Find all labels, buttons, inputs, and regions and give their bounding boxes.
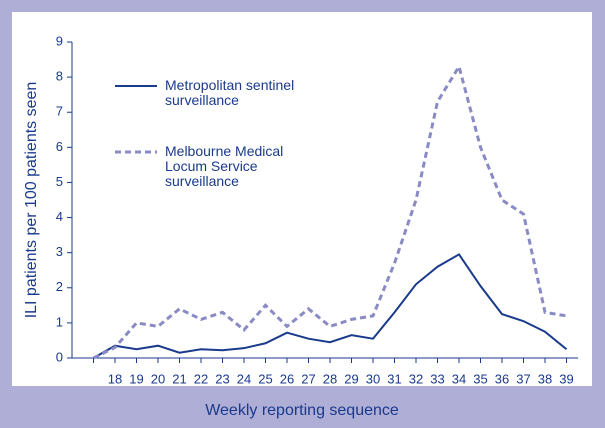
series-line bbox=[93, 253, 568, 359]
x-tick-label: 18 bbox=[108, 371, 122, 386]
x-axis-label: Weekly reporting sequence bbox=[205, 402, 399, 419]
plot-panel bbox=[12, 12, 592, 386]
x-tick-label: 22 bbox=[194, 371, 208, 386]
x-tick-label: 23 bbox=[215, 371, 229, 386]
x-tick-label: 35 bbox=[473, 371, 487, 386]
x-tick-label: 27 bbox=[301, 371, 315, 386]
x-tick-label: 26 bbox=[280, 371, 294, 386]
x-tick-label: 24 bbox=[237, 371, 251, 386]
y-tick-label: 3 bbox=[56, 244, 63, 259]
y-tick-label: 6 bbox=[56, 139, 63, 154]
x-tick-label: 34 bbox=[452, 371, 466, 386]
y-tick-label: 7 bbox=[56, 104, 63, 119]
x-tick-label: 20 bbox=[151, 371, 165, 386]
series-line bbox=[92, 62, 567, 360]
x-tick-label: 29 bbox=[344, 371, 358, 386]
x-tick-label: 30 bbox=[366, 371, 380, 386]
legend-label: Melbourne Medical Locum Service surveill… bbox=[165, 143, 284, 189]
y-tick-label: 5 bbox=[56, 174, 63, 189]
y-tick-label: 9 bbox=[56, 33, 63, 48]
y-tick-label: 4 bbox=[56, 209, 63, 224]
x-tick-label: 21 bbox=[172, 371, 186, 386]
x-tick-label: 19 bbox=[129, 371, 143, 386]
y-tick-label: 2 bbox=[56, 279, 63, 294]
x-tick-label: 36 bbox=[495, 371, 509, 386]
x-tick-label: 38 bbox=[538, 371, 552, 386]
y-axis-label: ILI patients per 100 patients seen bbox=[23, 82, 40, 319]
y-tick-label: 8 bbox=[56, 69, 63, 84]
x-tick-label: 37 bbox=[516, 371, 530, 386]
y-tick-label: 1 bbox=[56, 314, 63, 329]
x-tick-label: 25 bbox=[258, 371, 272, 386]
x-tick-label: 31 bbox=[387, 371, 401, 386]
x-tick-label: 28 bbox=[323, 371, 337, 386]
y-tick-label: 0 bbox=[56, 349, 63, 364]
x-tick-label: 32 bbox=[409, 371, 423, 386]
legend-label: Metropolitan sentinel surveillance bbox=[165, 77, 295, 108]
x-tick-label: 39 bbox=[559, 371, 573, 386]
x-tick-label: 33 bbox=[430, 371, 444, 386]
